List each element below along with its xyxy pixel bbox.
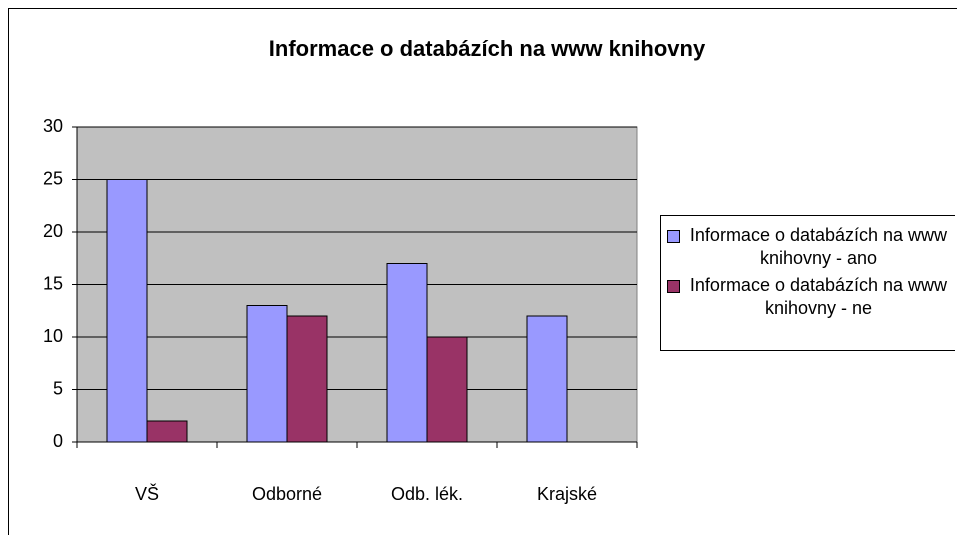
- y-tick-label: 5: [53, 378, 63, 398]
- x-tick-label: Krajské: [537, 484, 597, 504]
- bar: [526, 315, 568, 443]
- legend-label: Informace o databázích na www knihovny -…: [689, 275, 948, 318]
- y-tick-label: 30: [43, 116, 63, 136]
- bar: [146, 420, 188, 443]
- x-tick-label: Odb. lék.: [391, 484, 463, 504]
- legend: Informace o databázích na www knihovny -…: [660, 215, 955, 351]
- bar: [246, 305, 288, 443]
- y-tick-label: 20: [43, 221, 63, 241]
- y-tick-label: 15: [43, 273, 63, 293]
- bar: [386, 263, 428, 443]
- bar: [106, 179, 148, 443]
- y-tick-label: 25: [43, 168, 63, 188]
- x-tick-label: Odborné: [252, 484, 322, 504]
- bar: [426, 336, 468, 443]
- chart-frame: [8, 8, 957, 535]
- legend-item: Informace o databázích na www knihovny -…: [667, 274, 955, 320]
- legend-item: Informace o databázích na www knihovny -…: [667, 224, 955, 270]
- y-tick-label: 0: [53, 431, 63, 451]
- y-tick-label: 10: [43, 326, 63, 346]
- legend-swatch: [667, 230, 680, 243]
- bar: [286, 315, 328, 443]
- legend-label: Informace o databázích na www knihovny -…: [689, 225, 948, 268]
- chart-title: Informace o databázích na www knihovny: [269, 36, 706, 61]
- x-tick-label: VŠ: [135, 483, 159, 504]
- legend-swatch: [667, 280, 680, 293]
